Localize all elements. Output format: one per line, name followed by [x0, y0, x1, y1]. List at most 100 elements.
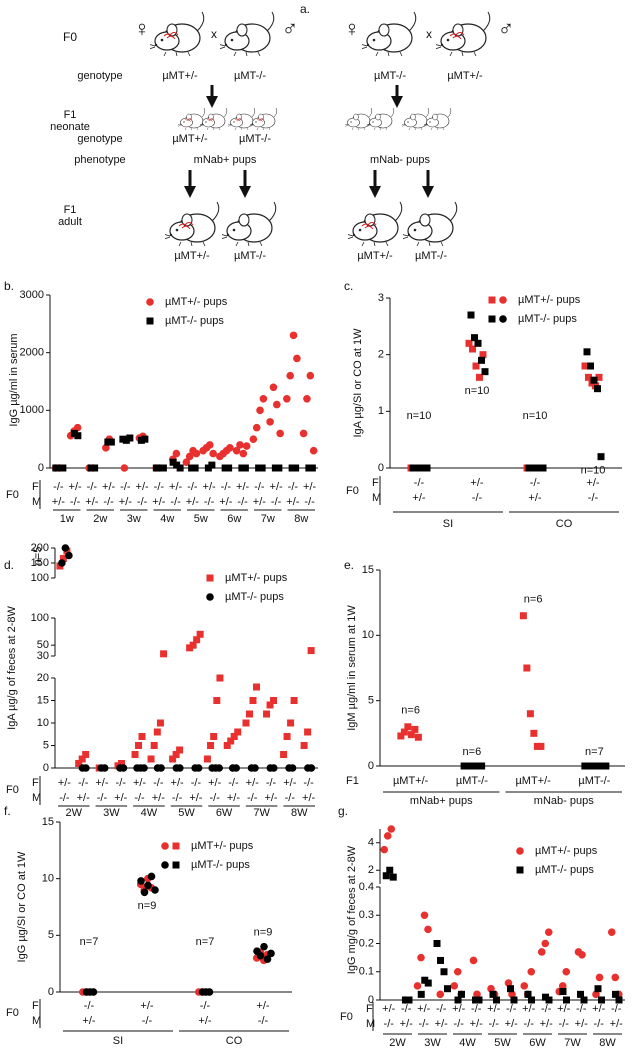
data-point: [206, 441, 214, 449]
y-tick-label: 4: [368, 837, 374, 849]
x-tick-label: µMT-/-: [578, 775, 610, 787]
legend-label: µMT+/- pups: [191, 840, 254, 852]
data-point: [594, 385, 601, 393]
x-tick-label: +/-: [470, 477, 483, 489]
data-point: [526, 710, 534, 718]
data-point: [400, 728, 408, 736]
data-point: [275, 464, 283, 472]
genotype: µMT+/-: [447, 70, 483, 82]
n-label: n=6: [401, 705, 420, 717]
data-point: [437, 956, 444, 964]
data-point: [475, 996, 483, 1004]
x-tick-label: +/-: [102, 481, 115, 493]
data-point: [577, 990, 584, 998]
x-tick-label: +/-: [189, 792, 202, 804]
data-point: [562, 967, 571, 976]
row-header: F0: [340, 1011, 353, 1023]
panel-label: b.: [4, 279, 14, 293]
n-label: n=10: [581, 465, 606, 477]
data-point: [283, 733, 291, 740]
x-tick-label: -/-: [506, 1003, 517, 1015]
data-point: [192, 449, 201, 458]
data-point: [387, 825, 396, 833]
x-tick-label: +/-: [283, 777, 296, 789]
x-tick-label: +/-: [610, 1018, 623, 1030]
data-point: [236, 441, 244, 449]
sex-symbol: ♀: [344, 16, 361, 41]
x-tick-label: -/-: [154, 481, 165, 493]
data-point: [215, 764, 223, 772]
data-point: [189, 641, 197, 649]
y-tick-label: 5: [48, 929, 54, 941]
row-header: F0: [346, 485, 359, 497]
x-tick-label: -/-: [97, 792, 108, 804]
data-point: [147, 755, 155, 763]
x-tick-label: -/-: [472, 492, 483, 504]
x-tick-label: +/-: [557, 1003, 570, 1015]
data-point: [232, 446, 241, 455]
x-tick-label: -/-: [436, 1003, 447, 1015]
data-point: [263, 710, 271, 718]
data-point: [74, 432, 82, 440]
x-tick-label: -/-: [254, 481, 265, 493]
legend-label: µMT+/- pups: [518, 294, 581, 306]
cross-symbol: x: [426, 27, 432, 41]
data-point: [476, 373, 483, 381]
group-label: mNab- pups: [534, 795, 594, 807]
legend-marker: [488, 315, 496, 323]
x-tick-label: -/-: [384, 1018, 395, 1030]
data-point: [444, 985, 451, 993]
y-tick-label: 3: [378, 292, 384, 304]
annotation: n=5: [32, 547, 44, 566]
mouse-icon: [222, 201, 277, 247]
data-point: [102, 444, 110, 452]
group-label: 6w: [227, 513, 241, 525]
x-tick-label: µMT+/-: [393, 775, 429, 787]
sex-symbol: ♂: [498, 16, 515, 41]
data-point: [232, 764, 241, 772]
x-tick-label: -/-: [228, 777, 239, 789]
data-point: [107, 438, 115, 446]
data-point: [471, 334, 478, 342]
data-point: [539, 464, 547, 472]
row-name: M: [32, 1015, 41, 1027]
data-point: [474, 339, 482, 347]
y-tick-label: 5: [43, 739, 49, 751]
data-point: [227, 737, 235, 745]
data-point: [537, 742, 545, 750]
data-point: [140, 764, 148, 772]
group-label: 6W: [529, 1037, 546, 1049]
data-point: [191, 464, 199, 472]
data-point: [559, 988, 567, 996]
x-tick-label: +/-: [171, 777, 184, 789]
data-point: [91, 464, 99, 472]
data-point: [137, 877, 145, 885]
data-point: [276, 429, 284, 438]
mouse-icon: [148, 12, 204, 56]
legend-label: µMT-/- pups: [165, 315, 224, 327]
y-tick-label: 1: [378, 405, 384, 417]
x-tick-label: µMT+/-: [515, 775, 551, 787]
x-tick-label: +/-: [505, 1018, 518, 1030]
data-point: [172, 449, 181, 458]
data-point: [519, 612, 527, 620]
data-point: [249, 435, 258, 443]
n-label: n=6: [463, 746, 482, 758]
pup-icon: [227, 108, 255, 130]
data-point: [73, 423, 82, 432]
data-point: [120, 464, 129, 472]
row-header: F0: [6, 1007, 19, 1019]
data-point: [585, 373, 592, 381]
row-name: F: [32, 1000, 39, 1012]
data-point: [135, 742, 143, 749]
pup-icon: [199, 108, 227, 130]
x-tick-label: -/-: [419, 1018, 430, 1030]
x-tick-label: +/-: [82, 1015, 95, 1027]
x-tick-label: -/-: [204, 496, 215, 508]
data-point: [578, 951, 586, 959]
x-tick-label: -/-: [221, 481, 232, 493]
x-tick-label: +/-: [412, 492, 425, 504]
data-point: [417, 990, 425, 998]
group-label: SI: [113, 1035, 123, 1047]
y-tick-label: 2000: [20, 347, 44, 359]
